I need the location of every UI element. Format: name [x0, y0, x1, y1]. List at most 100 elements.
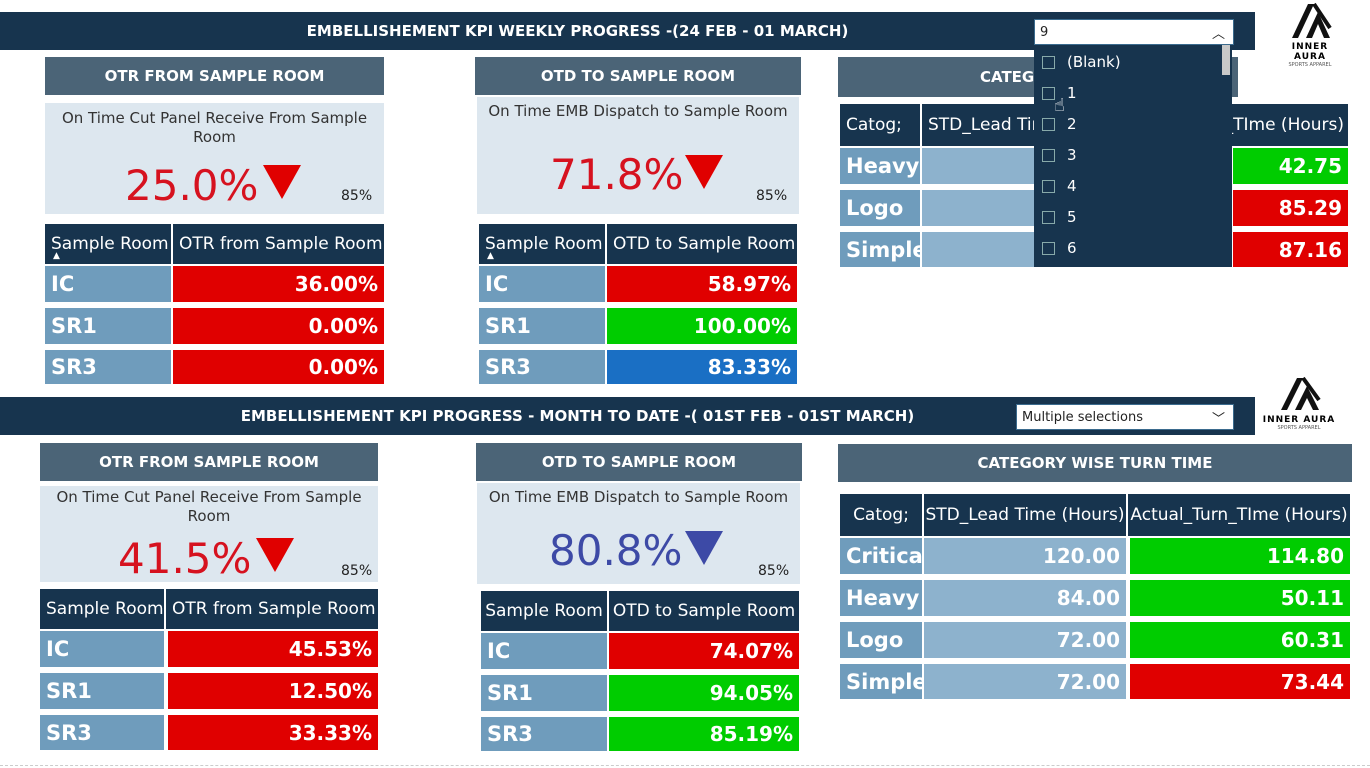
brand-logo: INNER AURA SPORTS APPAREL: [1256, 376, 1342, 432]
dropdown-item-2[interactable]: 2: [1042, 114, 1077, 134]
col-header-catog[interactable]: Catog;: [840, 494, 922, 536]
table-row-label: SR3: [45, 350, 171, 384]
table-cell-value: 60.31: [1130, 622, 1350, 658]
table-cell-value: 58.97%: [607, 266, 797, 302]
table-cell-value: 0.00%: [173, 308, 384, 344]
table-cell-value: 85.19%: [609, 717, 799, 751]
table-cell-std: 72.00: [924, 622, 1126, 658]
dropdown-item-label: 5: [1067, 208, 1077, 226]
table-row-label: SR3: [40, 715, 164, 750]
dropdown-item-label: 3: [1067, 146, 1077, 164]
weekly-otr-title: OTR FROM SAMPLE ROOM: [45, 57, 384, 95]
table-row-label: Logo: [840, 190, 920, 226]
table-cell-std: [922, 190, 1034, 226]
table-cell-value: 114.80: [1130, 538, 1350, 574]
checkbox[interactable]: [1042, 86, 1055, 100]
brand-logo-icon: [1292, 2, 1332, 38]
down-arrow-icon: [263, 165, 301, 199]
col-header-actual[interactable]: Actual_Turn_TIme (Hours): [1128, 494, 1350, 536]
table-row-label: SR3: [479, 350, 605, 384]
table-cell-value: 42.75: [1233, 148, 1348, 184]
weekly-otd-kpi-card[interactable]: On Time EMB Dispatch to Sample Room 71.8…: [477, 97, 799, 214]
sort-up-icon: ▲: [487, 251, 494, 261]
month-slicer[interactable]: Multiple selections ﹀: [1016, 404, 1234, 430]
weekly-otr-kpi-card[interactable]: On Time Cut Panel Receive From Sample Ro…: [45, 103, 384, 214]
table-cell-std: 84.00: [924, 580, 1126, 616]
brand-tagline: SPORTS APPAREL: [1288, 62, 1332, 68]
checkbox[interactable]: [1042, 55, 1055, 69]
weekly-otd-title: OTD TO SAMPLE ROOM: [475, 57, 801, 95]
checkbox[interactable]: [1042, 210, 1055, 224]
dropdown-item-6[interactable]: 6: [1042, 238, 1077, 258]
dropdown-item-3[interactable]: 3: [1042, 145, 1077, 165]
dropdown-item-blank[interactable]: (Blank): [1042, 52, 1121, 72]
table-cell-value: 45.53%: [168, 631, 378, 667]
dropdown-item-label: 1: [1067, 84, 1077, 102]
kpi-target: 85%: [758, 563, 790, 579]
kpi-label: On Time Cut Panel Receive From Sample Ro…: [56, 488, 362, 525]
col-header-sample-room[interactable]: Sample Room ▲: [479, 224, 605, 264]
cursor-hand-icon: ☝: [1054, 95, 1065, 116]
table-cell-value: 12.50%: [168, 673, 378, 709]
table-row-label: Simple: [840, 664, 927, 699]
col-header-otd[interactable]: OTD to Sample Room: [609, 591, 799, 631]
col-header-otd[interactable]: OTD to Sample Room: [607, 224, 797, 264]
dropdown-item-5[interactable]: 5: [1042, 207, 1077, 227]
dropdown-item-label: 4: [1067, 177, 1077, 195]
monthly-otr-title: OTR FROM SAMPLE ROOM: [40, 443, 378, 481]
chevron-down-icon[interactable]: ﹀: [1211, 412, 1225, 427]
dropdown-item-1[interactable]: 1: [1042, 83, 1077, 103]
table-cell-std: 120.00: [924, 538, 1126, 574]
table-cell-value: 100.00%: [607, 308, 797, 344]
col-header-otr[interactable]: OTR from Sample Room: [166, 589, 378, 629]
table-cell-value: 83.33%: [607, 350, 797, 384]
dropdown-item-label: 6: [1067, 239, 1077, 257]
table-cell-value: 87.16: [1233, 232, 1348, 267]
checkbox[interactable]: [1042, 179, 1055, 193]
table-row-label: Heavy: [840, 580, 922, 616]
col-header-otr[interactable]: OTR from Sample Room: [173, 224, 384, 264]
kpi-label: On Time Cut Panel Receive From Sample Ro…: [61, 109, 368, 146]
table-cell-value: 85.29: [1233, 190, 1348, 226]
col-header-sample-room[interactable]: Sample Room: [481, 591, 607, 631]
brand-name: INNER AURA: [1262, 415, 1336, 425]
down-arrow-icon: [256, 538, 294, 572]
week-slicer-dropdown[interactable]: (Blank) 1 2 3 4 5 6 ☝: [1034, 45, 1232, 267]
brand-logo-icon: [1281, 376, 1321, 410]
table-cell-value: 73.44: [1130, 664, 1350, 699]
slicer-value: 9: [1040, 24, 1049, 40]
table-row-label: IC: [479, 266, 605, 302]
table-row-label: SR1: [481, 675, 607, 711]
col-header-std[interactable]: STD_Lead Time (Hours): [924, 494, 1126, 536]
kpi-target: 85%: [756, 188, 788, 204]
table-row-label: Simple: [840, 232, 927, 267]
col-header-sample-room[interactable]: Sample Room ▲: [45, 224, 171, 264]
brand-tagline: SPORTS APPAREL: [1277, 425, 1321, 431]
checkbox[interactable]: [1042, 117, 1055, 131]
table-cell-value: 36.00%: [173, 266, 384, 302]
checkbox[interactable]: [1042, 148, 1055, 162]
table-cell-value: 50.11: [1130, 580, 1350, 616]
col-header-std[interactable]: STD_Lead Tim: [922, 104, 1034, 146]
col-header-sample-room[interactable]: Sample Room: [40, 589, 164, 629]
weekly-banner-title: EMBELLISHEMENT KPI WEEKLY PROGRESS -(24 …: [306, 22, 849, 40]
table-row-label: IC: [45, 266, 171, 302]
chevron-up-icon[interactable]: ︿: [1211, 27, 1225, 42]
checkbox[interactable]: [1042, 241, 1055, 255]
col-header-actual[interactable]: _TIme (Hours): [1231, 104, 1348, 146]
week-slicer[interactable]: 9 ︿: [1034, 19, 1234, 45]
monthly-otd-kpi-card[interactable]: On Time EMB Dispatch to Sample Room 80.8…: [477, 483, 800, 584]
down-arrow-icon: [685, 155, 723, 189]
page-bottom-divider: [0, 765, 1370, 766]
col-header-catog[interactable]: Catog;: [840, 104, 920, 146]
monthly-banner-title: EMBELLISHEMENT KPI PROGRESS - MONTH TO D…: [240, 407, 915, 425]
table-cell-value: 94.05%: [609, 675, 799, 711]
kpi-value: 41.5%: [118, 534, 252, 583]
col-header-label: Sample Room: [51, 234, 169, 254]
table-cell-std: [922, 232, 1034, 267]
table-row-label: SR1: [40, 673, 164, 709]
monthly-otr-kpi-card[interactable]: On Time Cut Panel Receive From Sample Ro…: [40, 486, 378, 583]
table-row-label: IC: [481, 633, 607, 669]
dropdown-item-4[interactable]: 4: [1042, 176, 1077, 196]
dropdown-scrollbar[interactable]: [1222, 45, 1230, 75]
